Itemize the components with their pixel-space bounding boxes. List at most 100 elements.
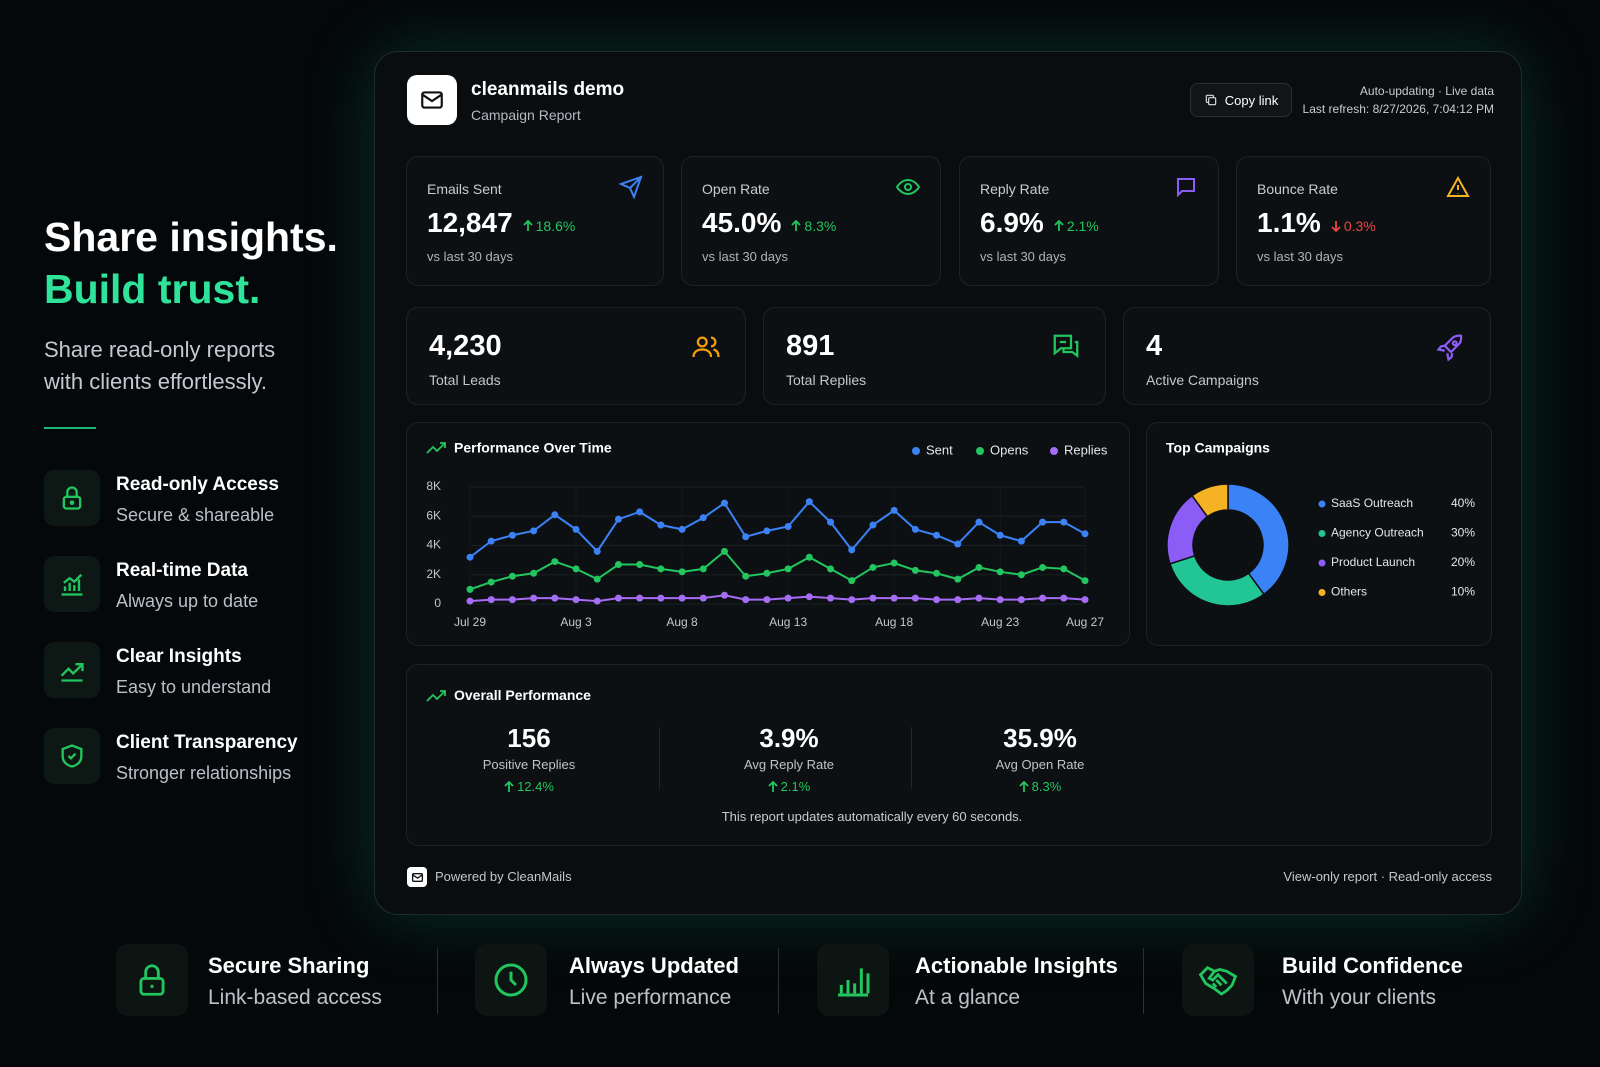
stat-value: 891 (786, 330, 835, 362)
chart-title: Top Campaigns (1166, 440, 1270, 456)
overall-value: 156 (507, 723, 551, 753)
data-point (848, 546, 856, 554)
data-point (1081, 577, 1089, 585)
kpi-card: Open Rate 45.0% 8.3% vs last 30 days (681, 156, 941, 286)
data-point (1017, 571, 1025, 579)
feature-icon (44, 556, 100, 612)
data-point (699, 565, 707, 573)
divider (778, 948, 779, 1014)
kpi-change: 0.3% (1331, 218, 1376, 234)
data-point (1081, 596, 1089, 604)
data-point (699, 514, 707, 522)
data-point (593, 597, 601, 605)
data-point (1039, 563, 1047, 571)
kpi-change-text: 18.6% (535, 218, 576, 234)
users-icon (692, 336, 720, 358)
data-point (1039, 518, 1047, 526)
divider (437, 948, 438, 1014)
divider (911, 727, 912, 789)
overall-label: Avg Reply Rate (743, 757, 835, 772)
data-point (614, 515, 622, 523)
kpi-change-text: 2.1% (1066, 218, 1099, 234)
kpi-change: 2.1% (1054, 218, 1099, 234)
data-point (1060, 518, 1068, 526)
overall-change-text: 2.1% (780, 779, 811, 794)
trend-icon (426, 690, 446, 702)
data-point (869, 521, 877, 529)
benefit-title: Build Confidence (1282, 953, 1463, 978)
bars-icon (838, 968, 870, 997)
stat-label: Total Leads (429, 372, 501, 388)
legend-label: Product Launch (1331, 555, 1415, 569)
data-point (805, 498, 813, 506)
benefit-subtitle: Live performance (569, 986, 732, 1009)
legend-label: Opens (990, 442, 1029, 457)
copy-link-button[interactable]: Copy link (1190, 83, 1292, 117)
data-point (933, 596, 941, 604)
data-point (827, 594, 835, 602)
kpi-label: Emails Sent (427, 181, 502, 197)
benefit-title: Always Updated (569, 953, 739, 978)
chart-title: Performance Over Time (454, 440, 612, 456)
data-point (572, 596, 580, 604)
data-point (720, 499, 728, 507)
data-point (996, 596, 1004, 604)
data-point (487, 578, 495, 586)
change-arrow (768, 780, 778, 792)
data-point (614, 561, 622, 569)
data-point (848, 596, 856, 604)
data-point (763, 596, 771, 604)
divider (44, 427, 96, 429)
data-point (827, 518, 835, 526)
kpi-value: 1.1% (1257, 207, 1321, 238)
report-subtitle: Campaign Report (471, 107, 581, 123)
data-point (614, 594, 622, 602)
feature-icon (44, 470, 100, 526)
mail-icon (421, 91, 443, 109)
data-point (678, 594, 686, 602)
data-point (784, 565, 792, 573)
change-arrow (523, 220, 533, 231)
series-line (469, 549, 1086, 591)
data-point (933, 569, 941, 577)
kpi-card: Reply Rate 6.9% 2.1% vs last 30 days (959, 156, 1219, 286)
powered-by: Powered by CleanMails (435, 869, 572, 884)
kpi-change: 8.3% (791, 218, 836, 234)
stat-label: Total Replies (786, 372, 867, 388)
change-arrow (791, 220, 802, 231)
data-point (975, 594, 983, 602)
kpi-row: 12,847 18.6% (427, 207, 575, 239)
y-tick-label: 0 (434, 596, 441, 610)
overall-change-text: 8.3% (1031, 779, 1062, 794)
send-icon (619, 175, 643, 199)
value-label: 40% (1451, 496, 1475, 510)
data-point (593, 575, 601, 583)
data-point (869, 563, 877, 571)
overall-change: 12.4% (429, 779, 629, 794)
change-arrow (504, 780, 514, 792)
overall-change: 2.1% (689, 779, 889, 794)
data-point (1039, 594, 1047, 602)
kpi-label: Reply Rate (980, 181, 1050, 197)
x-tick-label: Aug 23 (981, 615, 1019, 629)
stat-value: 4,230 (429, 330, 502, 362)
data-point (742, 596, 750, 604)
data-point (805, 553, 813, 561)
chat-icon (1053, 334, 1079, 358)
data-point (657, 594, 665, 602)
legend-label: Others (1331, 585, 1367, 599)
data-point (975, 563, 983, 571)
overall-change-text: 12.4% (517, 779, 554, 794)
data-point (508, 572, 516, 580)
shield-icon (61, 744, 83, 768)
y-tick-label: 2K (426, 567, 441, 581)
hero-subtitle: Share read-only reports with clients eff… (44, 337, 276, 394)
feature-subtitle: Stronger relationships (116, 763, 292, 783)
data-point (1017, 596, 1025, 604)
legend-swatch (976, 447, 984, 455)
data-point (742, 533, 750, 541)
data-point (763, 569, 771, 577)
divider (1143, 948, 1144, 1014)
kpi-note: vs last 30 days (427, 249, 513, 264)
kpi-label: Open Rate (702, 181, 770, 197)
